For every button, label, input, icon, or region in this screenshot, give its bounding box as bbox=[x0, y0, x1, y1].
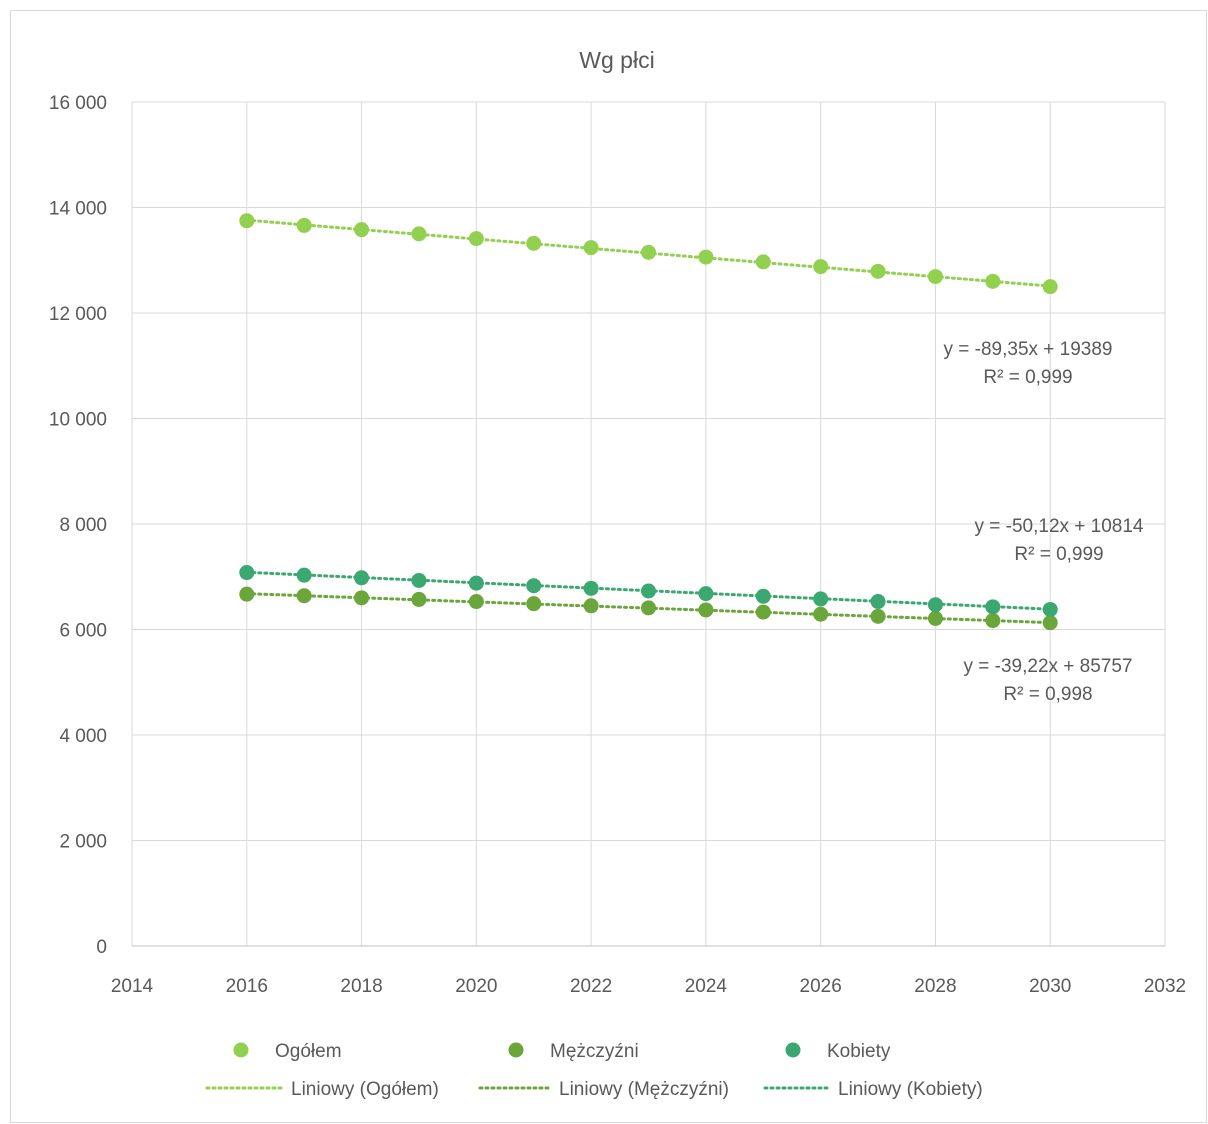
y-tick-label: 4 000 bbox=[59, 726, 107, 747]
data-point bbox=[698, 602, 714, 618]
trendline-r-squared: R² = 0,999 bbox=[1014, 544, 1103, 565]
data-point bbox=[468, 594, 484, 610]
legend-marker bbox=[508, 1042, 524, 1058]
data-point bbox=[411, 226, 427, 242]
data-point bbox=[813, 259, 829, 275]
y-tick-label: 2 000 bbox=[59, 832, 107, 853]
legend-trendline-label: Liniowy (Mężczyźni) bbox=[559, 1079, 729, 1100]
data-point bbox=[239, 565, 255, 581]
y-tick-label: 8 000 bbox=[59, 515, 107, 536]
data-point bbox=[927, 610, 943, 626]
legend-marker bbox=[233, 1042, 249, 1058]
x-tick-label: 2024 bbox=[685, 976, 728, 997]
legend-trendline-label: Liniowy (Ogółem) bbox=[291, 1079, 439, 1100]
data-point bbox=[813, 606, 829, 622]
y-tick-label: 12 000 bbox=[49, 304, 107, 325]
data-point bbox=[239, 586, 255, 602]
legend-trendline-label: Liniowy (Kobiety) bbox=[838, 1079, 983, 1100]
legend: Ogółem Mężczyźni Kobiety Liniowy (Ogółem) Li… bbox=[205, 1041, 983, 1100]
data-point bbox=[985, 613, 1001, 629]
x-tick-label: 2022 bbox=[570, 976, 612, 997]
y-tick-label: 6 000 bbox=[59, 621, 107, 642]
data-point bbox=[583, 240, 599, 256]
data-point bbox=[468, 231, 484, 247]
data-point bbox=[698, 586, 714, 602]
axes: 0 2 000 4 000 6 000 8 000 10 000 12 000 14 000 1… bbox=[49, 93, 1186, 997]
data-point bbox=[296, 217, 312, 233]
trendline-equations: y = -89,35x + 19389 R² = 0,999 y = -39,22x… bbox=[943, 339, 1143, 705]
data-point bbox=[641, 600, 656, 616]
data-points bbox=[239, 213, 1058, 631]
x-tick-label: 2028 bbox=[914, 976, 956, 997]
data-point bbox=[1042, 601, 1058, 617]
data-point bbox=[698, 249, 714, 265]
data-point bbox=[583, 580, 599, 596]
legend-marker bbox=[785, 1042, 801, 1058]
data-point bbox=[411, 572, 427, 588]
data-point bbox=[354, 222, 370, 238]
data-point bbox=[411, 591, 427, 607]
x-tick-label: 2020 bbox=[455, 976, 497, 997]
data-point bbox=[1042, 279, 1058, 295]
x-tick-label: 2026 bbox=[800, 976, 842, 997]
x-tick-label: 2018 bbox=[340, 976, 382, 997]
data-point bbox=[354, 570, 370, 586]
data-point bbox=[1042, 615, 1058, 631]
legend-label: Ogółem bbox=[275, 1041, 342, 1062]
y-tick-label: 0 bbox=[96, 937, 107, 958]
data-point bbox=[755, 254, 771, 270]
chart-title: Wg płci bbox=[579, 47, 654, 73]
data-point bbox=[468, 575, 484, 591]
data-point bbox=[296, 567, 312, 583]
x-tick-label: 2016 bbox=[226, 976, 268, 997]
data-point bbox=[526, 596, 542, 612]
data-point bbox=[296, 588, 312, 604]
trendline-equation: y = -39,22x + 85757 bbox=[963, 656, 1132, 677]
y-tick-label: 16 000 bbox=[49, 93, 107, 114]
legend-label: Mężczyźni bbox=[550, 1041, 639, 1062]
data-point bbox=[870, 594, 886, 610]
data-point bbox=[927, 269, 943, 285]
x-tick-label: 2014 bbox=[111, 976, 154, 997]
data-point bbox=[641, 244, 656, 260]
legend-label: Kobiety bbox=[827, 1041, 891, 1062]
data-point bbox=[985, 273, 1001, 289]
data-point bbox=[813, 591, 829, 607]
data-point bbox=[526, 578, 542, 594]
data-point bbox=[526, 235, 542, 251]
data-point bbox=[927, 597, 943, 613]
x-tick-label: 2032 bbox=[1144, 976, 1186, 997]
data-point bbox=[870, 263, 886, 279]
trendline-r-squared: R² = 0,998 bbox=[1003, 684, 1092, 705]
data-point bbox=[985, 599, 1001, 615]
y-tick-label: 10 000 bbox=[49, 410, 107, 431]
x-tick-label: 2030 bbox=[1029, 976, 1071, 997]
trendline-equation: y = -50,12x + 10814 bbox=[974, 516, 1143, 537]
data-point bbox=[641, 583, 656, 599]
data-point bbox=[583, 598, 599, 614]
data-point bbox=[755, 588, 771, 604]
data-point bbox=[755, 604, 771, 620]
trendline-r-squared: R² = 0,999 bbox=[983, 367, 1072, 388]
trendline-equation: y = -89,35x + 19389 bbox=[943, 339, 1112, 360]
chart-frame bbox=[10, 10, 1207, 1123]
y-tick-label: 14 000 bbox=[49, 199, 107, 220]
data-point bbox=[870, 608, 886, 624]
data-point bbox=[239, 213, 255, 229]
data-point bbox=[354, 590, 370, 606]
